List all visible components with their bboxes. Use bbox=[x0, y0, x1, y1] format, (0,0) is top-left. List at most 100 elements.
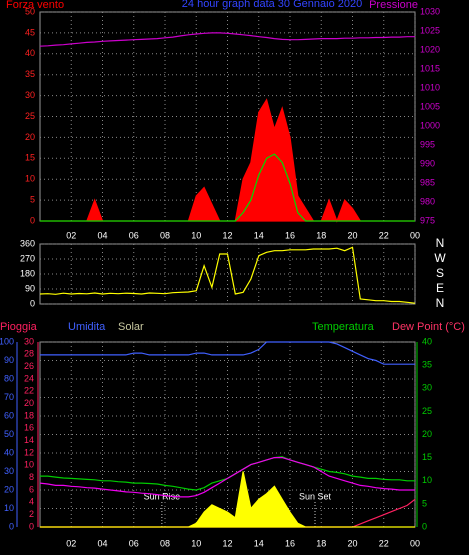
y2-tick-label: S bbox=[436, 266, 444, 280]
x-tick-label: 18 bbox=[316, 538, 326, 548]
y-tick-label: 100 bbox=[0, 336, 14, 346]
x-tick-label: 14 bbox=[254, 230, 264, 240]
y-tick-label: 40 bbox=[4, 447, 14, 457]
y2-tick-label: 15 bbox=[422, 452, 432, 462]
y-tick-label: 45 bbox=[25, 27, 35, 37]
y3-tick-label: 22 bbox=[24, 386, 34, 396]
x-tick-label: 12 bbox=[222, 230, 232, 240]
legend-label: Pressione bbox=[369, 0, 418, 11]
y-tick-label: 270 bbox=[20, 253, 35, 263]
x-tick-label: 20 bbox=[347, 538, 357, 548]
x-tick-label: 00 bbox=[410, 538, 420, 548]
series-line bbox=[40, 153, 415, 222]
y-tick-label: 30 bbox=[25, 90, 35, 100]
y2-tick-label: 35 bbox=[422, 360, 432, 370]
x-tick-label: 20 bbox=[347, 230, 357, 240]
y2-tick-label: 40 bbox=[422, 336, 432, 346]
x-tick-label: 22 bbox=[379, 538, 389, 548]
y2-tick-label: 990 bbox=[420, 158, 435, 168]
y-tick-label: 0 bbox=[30, 215, 35, 225]
y3-tick-label: 14 bbox=[24, 435, 34, 445]
annotation: Sun Set bbox=[299, 491, 332, 501]
legend-label: Pioggia bbox=[0, 321, 38, 333]
y-tick-label: 50 bbox=[25, 6, 35, 16]
legend-label: Temperatura bbox=[312, 321, 375, 333]
y-tick-label: 35 bbox=[25, 69, 35, 79]
series-line bbox=[39, 457, 415, 498]
y-tick-label: 90 bbox=[25, 283, 35, 293]
x-tick-label: 04 bbox=[97, 230, 107, 240]
y-tick-label: 360 bbox=[20, 238, 35, 248]
legend-label: Dew Point (°C) bbox=[392, 321, 465, 333]
x-tick-label: 04 bbox=[97, 538, 107, 548]
y-tick-label: 20 bbox=[4, 484, 14, 494]
x-tick-label: 06 bbox=[129, 538, 139, 548]
y-tick-label: 50 bbox=[4, 429, 14, 439]
y3-tick-label: 6 bbox=[29, 484, 34, 494]
x-tick-label: 16 bbox=[285, 230, 295, 240]
y-tick-label: 25 bbox=[25, 111, 35, 121]
y3-tick-label: 16 bbox=[24, 423, 34, 433]
x-tick-label: 12 bbox=[222, 538, 232, 548]
y3-tick-label: 12 bbox=[24, 447, 34, 457]
y-tick-label: 10 bbox=[25, 174, 35, 184]
y-tick-label: 40 bbox=[25, 48, 35, 58]
y2-tick-label: 10 bbox=[422, 475, 432, 485]
x-tick-label: 22 bbox=[379, 230, 389, 240]
x-tick-label: 08 bbox=[160, 230, 170, 240]
x-tick-label: 14 bbox=[254, 538, 264, 548]
y2-tick-label: 975 bbox=[420, 215, 435, 225]
x-tick-label: 16 bbox=[285, 538, 295, 548]
y3-tick-label: 18 bbox=[24, 410, 34, 420]
y-tick-label: 0 bbox=[9, 521, 14, 531]
y2-tick-label: E bbox=[436, 281, 444, 295]
x-tick-label: 00 bbox=[410, 230, 420, 240]
y2-tick-label: 1020 bbox=[420, 44, 440, 54]
y3-tick-label: 20 bbox=[24, 398, 34, 408]
y2-tick-label: N bbox=[436, 296, 445, 310]
y2-tick-label: 1010 bbox=[420, 82, 440, 92]
y-tick-label: 20 bbox=[25, 132, 35, 142]
legend-label: Solar bbox=[118, 321, 144, 333]
y3-tick-label: 26 bbox=[24, 361, 34, 371]
y-tick-label: 70 bbox=[4, 392, 14, 402]
legend-label: Umidita bbox=[68, 321, 106, 333]
series-line bbox=[40, 341, 415, 365]
y2-tick-label: 25 bbox=[422, 406, 432, 416]
y-tick-label: 180 bbox=[20, 268, 35, 278]
y2-tick-label: 985 bbox=[420, 177, 435, 187]
legend-label: Forza vento bbox=[6, 0, 64, 11]
y3-tick-label: 0 bbox=[29, 521, 34, 531]
series-line bbox=[39, 246, 416, 304]
series-line bbox=[39, 32, 415, 47]
y-tick-label: 5 bbox=[30, 194, 35, 204]
y2-tick-label: 995 bbox=[420, 139, 435, 149]
y2-tick-label: 0 bbox=[422, 521, 427, 531]
y2-tick-label: 1005 bbox=[420, 101, 440, 111]
y-tick-label: 90 bbox=[4, 355, 14, 365]
annotation: Sun Rise bbox=[144, 491, 181, 501]
y2-tick-label: N bbox=[436, 236, 445, 250]
x-tick-label: 10 bbox=[191, 538, 201, 548]
y-tick-label: 15 bbox=[25, 153, 35, 163]
y-tick-label: 80 bbox=[4, 373, 14, 383]
y-tick-label: 0 bbox=[30, 298, 35, 308]
chart-title: 24 hour graph data 30 Gennaio 2020 bbox=[182, 0, 362, 10]
y2-tick-label: 1025 bbox=[420, 25, 440, 35]
y3-tick-label: 28 bbox=[24, 349, 34, 359]
y2-tick-label: 980 bbox=[420, 196, 435, 206]
x-tick-label: 18 bbox=[316, 230, 326, 240]
y2-tick-label: 1015 bbox=[420, 63, 440, 73]
series-line bbox=[40, 471, 415, 528]
y2-tick-label: 20 bbox=[422, 429, 432, 439]
y2-tick-label: 1030 bbox=[420, 6, 440, 16]
x-tick-label: 10 bbox=[191, 230, 201, 240]
y2-tick-label: 30 bbox=[422, 383, 432, 393]
y-tick-label: 30 bbox=[4, 466, 14, 476]
y3-tick-label: 30 bbox=[24, 336, 34, 346]
y-tick-label: 60 bbox=[4, 410, 14, 420]
y-tick-label: 10 bbox=[4, 503, 14, 513]
y2-tick-label: W bbox=[434, 251, 446, 265]
